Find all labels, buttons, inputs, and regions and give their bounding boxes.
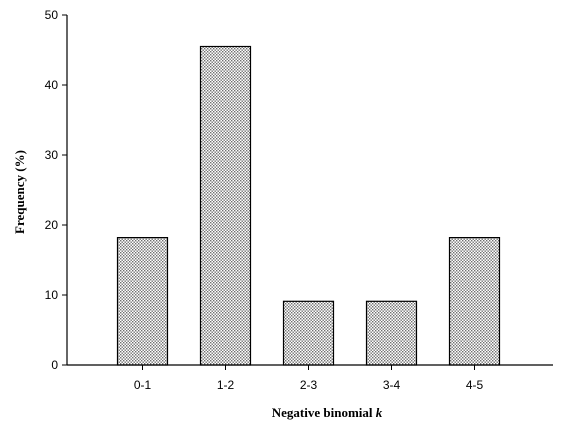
x-tick-label: 0-1 bbox=[134, 378, 152, 392]
x-tick-label: 1-2 bbox=[217, 378, 235, 392]
y-tick-label: 0 bbox=[51, 358, 58, 372]
x-tick-label: 3-4 bbox=[383, 378, 401, 392]
x-axis-title-text: Negative binomial bbox=[272, 405, 373, 420]
bars-group bbox=[116, 45, 501, 366]
bar-2-3 bbox=[282, 300, 335, 366]
y-tick-label: 30 bbox=[45, 148, 59, 162]
bar-0-1 bbox=[116, 237, 169, 366]
bar-1-2 bbox=[199, 45, 252, 366]
labels-group: 0-1 1-2 2-3 3-4 4-5 0 10 20 30 40 50 bbox=[45, 8, 484, 392]
y-tick-label: 40 bbox=[45, 78, 59, 92]
y-tick-label: 10 bbox=[45, 288, 59, 302]
x-tick-label: 2-3 bbox=[300, 378, 318, 392]
y-tick-label: 50 bbox=[45, 8, 59, 22]
axes-group bbox=[62, 14, 553, 370]
y-tick-label: 20 bbox=[45, 218, 59, 232]
bar-4-5 bbox=[448, 237, 501, 366]
x-tick-label: 4-5 bbox=[466, 378, 484, 392]
y-axis-title: Frequency (%) bbox=[12, 150, 27, 234]
x-axis-title: Negative binomial k bbox=[272, 405, 383, 420]
x-axis-title-symbol: k bbox=[376, 405, 383, 420]
bar-3-4 bbox=[365, 300, 418, 366]
